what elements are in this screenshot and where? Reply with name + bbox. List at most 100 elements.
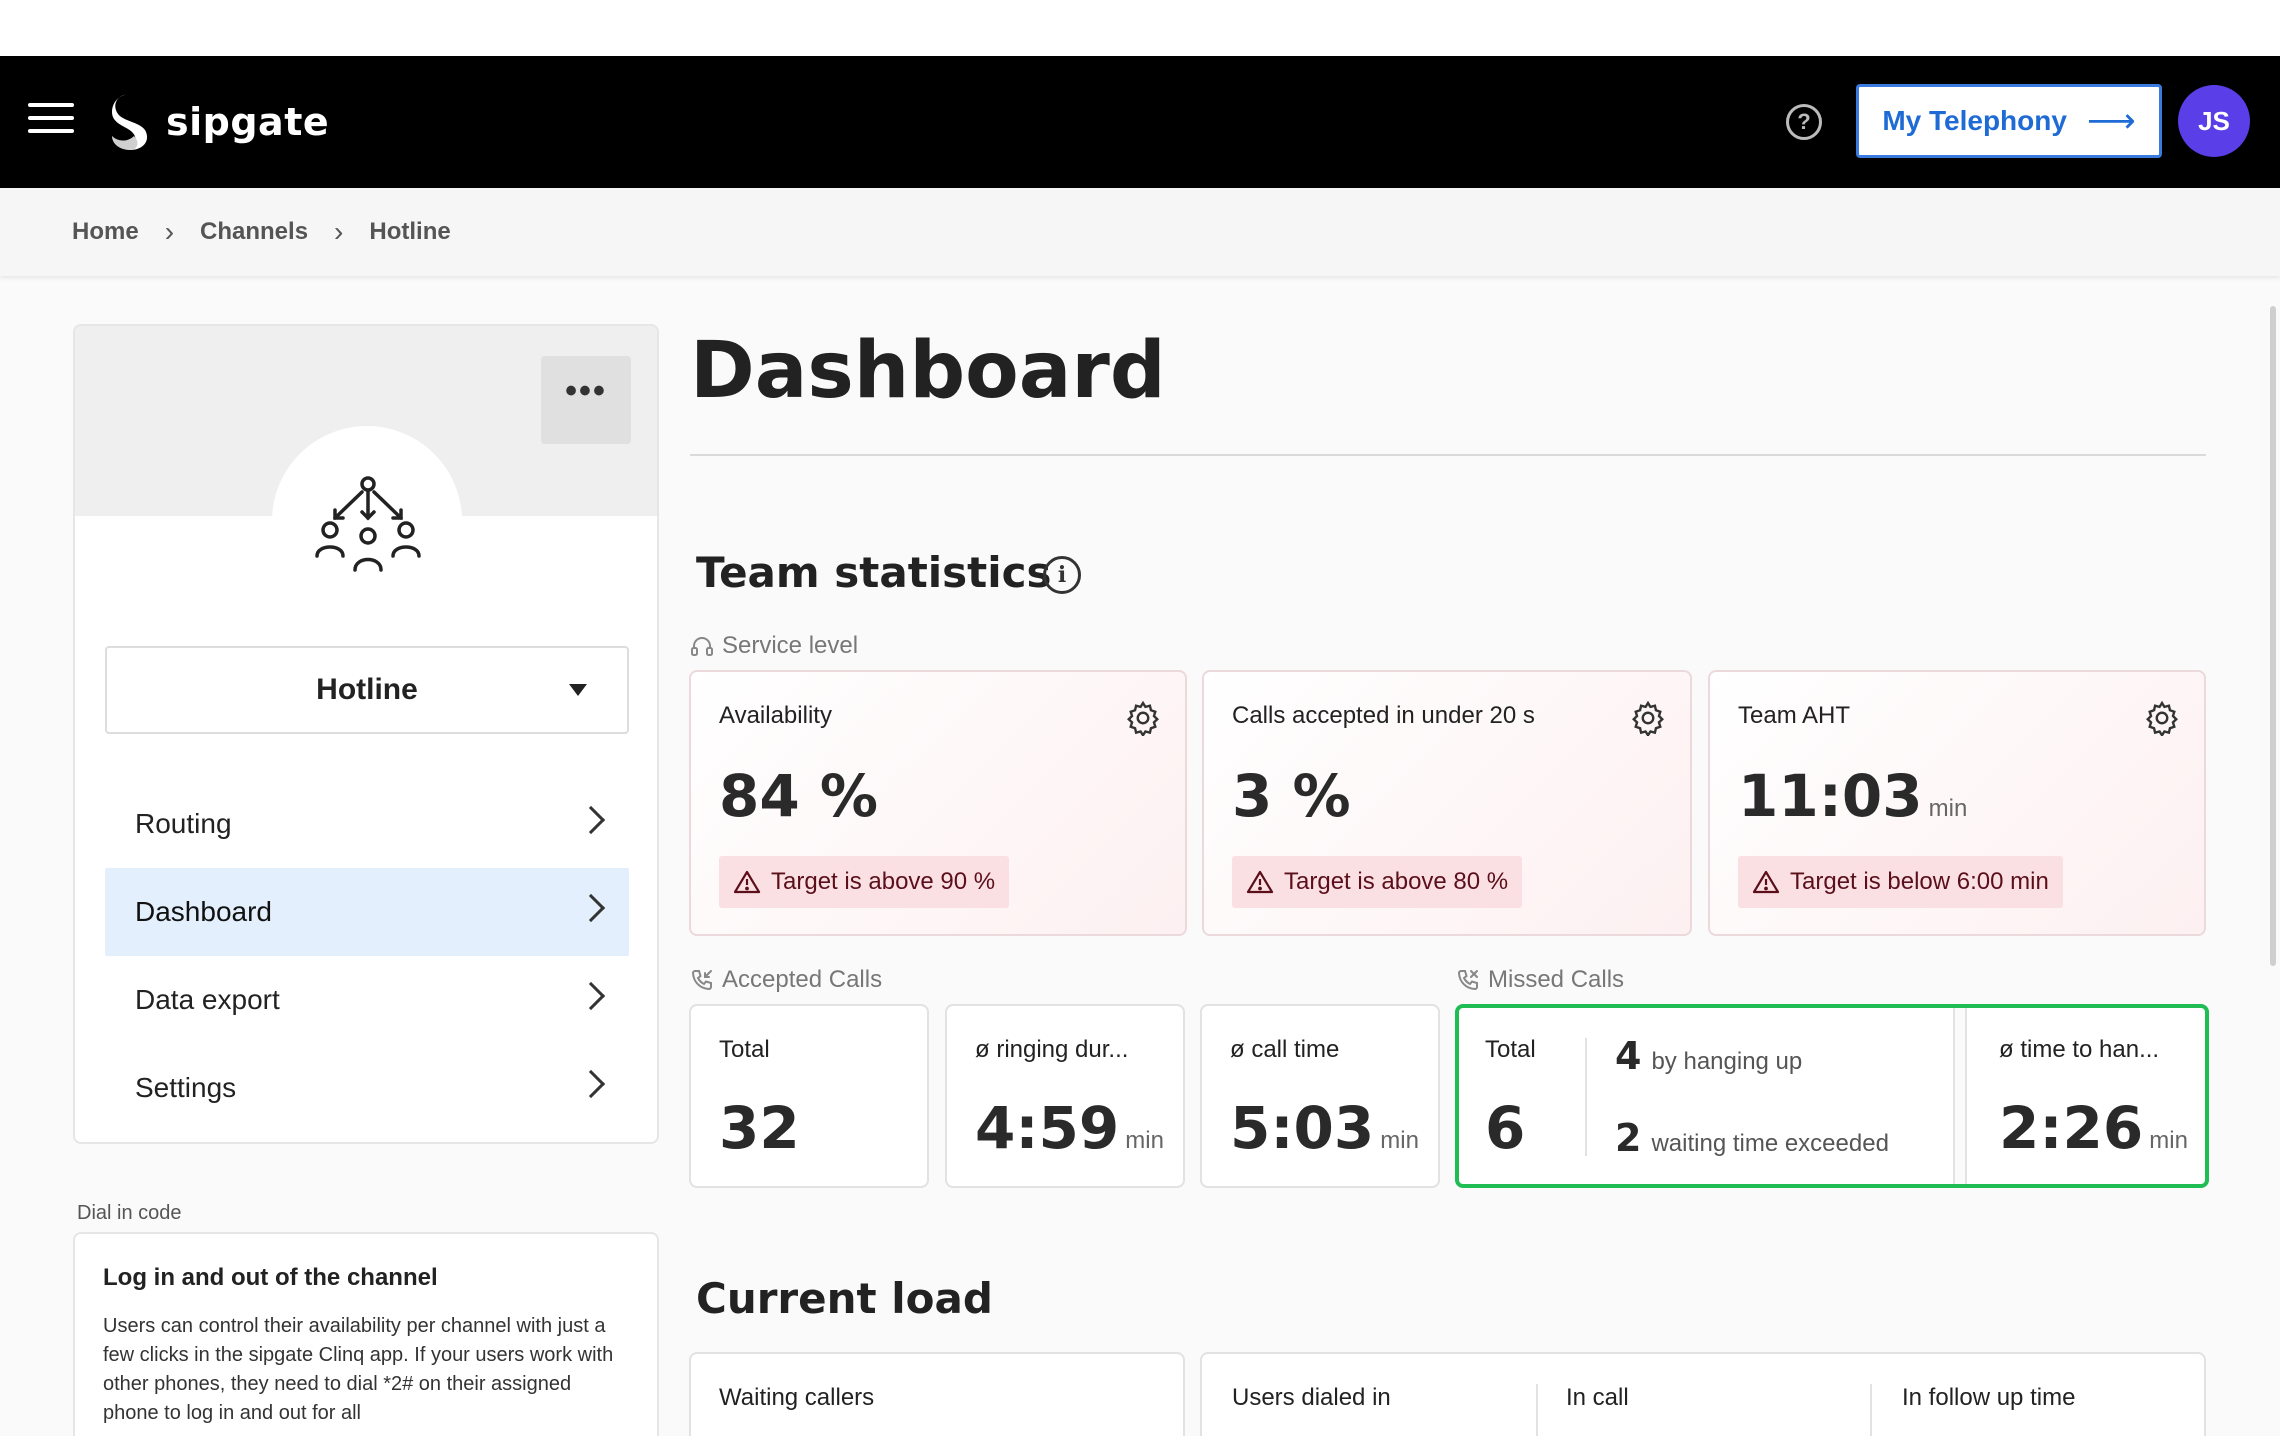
channel-avatar — [272, 426, 462, 616]
chevron-right-icon: › — [334, 216, 344, 247]
app-header: sipgate ? My Telephony ⟶ JS — [0, 56, 2280, 188]
group-label-text: Accepted Calls — [722, 966, 883, 993]
chevron-right-icon: › — [164, 216, 175, 247]
divider — [1953, 1008, 1967, 1184]
warning-badge: Target is below 6:00 min — [1738, 856, 2063, 908]
my-telephony-label: My Telephony — [1882, 105, 2067, 136]
sidebar-item-settings[interactable]: Settings — [105, 1044, 629, 1132]
warning-text: Target is above 90 % — [771, 868, 996, 895]
chevron-right-icon — [576, 1069, 606, 1099]
sidebar-item-label: Dashboard — [135, 896, 272, 927]
calls-accepted-tile: Calls accepted in under 20 s 3 % Target … — [1202, 670, 1692, 936]
sidebar-item-dashboard[interactable]: Dashboard — [105, 868, 629, 956]
dial-in-card: Log in and out of the channel Users can … — [73, 1232, 659, 1436]
current-load-heading: Current load — [696, 1274, 993, 1323]
team-routing-icon — [315, 476, 421, 572]
call-time-value: 5:03 min — [1230, 1094, 1419, 1162]
value-text: 84 % — [719, 762, 879, 830]
gear-icon[interactable] — [1125, 700, 1161, 736]
missed-reason-timeout: 2 waiting time exceeded — [1615, 1116, 1889, 1160]
chevron-right-icon — [576, 805, 606, 835]
breadcrumb: Home › Channels › Hotline — [0, 188, 2280, 276]
channel-select[interactable]: Hotline — [105, 646, 629, 734]
more-options-button[interactable]: ••• — [541, 356, 631, 444]
info-icon[interactable]: i — [1043, 556, 1081, 594]
divider — [690, 454, 2206, 456]
group-label-text: Service level — [722, 632, 859, 659]
chevron-right-icon — [576, 893, 606, 923]
tile-label: Total — [719, 1036, 770, 1063]
user-avatar[interactable]: JS — [2178, 85, 2250, 157]
value-text: 6 — [1485, 1094, 1526, 1162]
tile-label: Calls accepted in under 20 s — [1232, 702, 1535, 729]
headset-icon — [691, 637, 713, 656]
logo[interactable]: sipgate — [108, 92, 329, 152]
top-strip — [0, 0, 2280, 56]
ringing-duration-tile: ø ringing dur... 4:59 min — [945, 1004, 1185, 1188]
divider — [1585, 1038, 1587, 1156]
value-text: 11:03 — [1738, 762, 1923, 830]
sipgate-logo-icon — [112, 94, 148, 150]
calls-accepted-value: 3 % — [1232, 762, 1351, 830]
team-aht-tile: Team AHT 11:03 min Target is below 6:00 m… — [1708, 670, 2206, 936]
sidebar-item-label: Data export — [135, 984, 280, 1015]
menu-icon[interactable] — [28, 103, 74, 141]
tile-label: Waiting callers — [719, 1384, 875, 1411]
reason-count: 4 — [1615, 1034, 1642, 1078]
warning-text: Target is below 6:00 min — [1790, 868, 2049, 895]
sidebar-item-label: Routing — [135, 808, 232, 839]
accepted-total-tile: Total 32 — [689, 1004, 929, 1188]
sidebar-item-routing[interactable]: Routing — [105, 780, 629, 868]
value-text: 4:59 — [975, 1094, 1120, 1162]
warning-icon — [1752, 870, 1780, 894]
availability-value: 84 % — [719, 762, 878, 830]
unit-text: min — [2149, 1127, 2188, 1154]
team-statistics-heading: Team statistics — [696, 548, 1052, 597]
chevron-right-icon — [576, 981, 606, 1011]
group-label-text: Missed Calls — [1488, 966, 1625, 993]
phone-incoming-icon — [691, 970, 712, 991]
unit-text: min — [1125, 1127, 1164, 1154]
tile-label: Team AHT — [1738, 702, 1851, 729]
team-aht-value: 11:03 min — [1738, 762, 1967, 830]
divider — [1536, 1384, 1538, 1436]
breadcrumb-hotline[interactable]: Hotline — [369, 218, 451, 245]
breadcrumb-home[interactable]: Home — [72, 218, 139, 245]
load-column-label: In follow up time — [1902, 1384, 2076, 1411]
arrow-right-icon: ⟶ — [2086, 102, 2136, 140]
warning-badge: Target is above 90 % — [719, 856, 1010, 908]
logo-text: sipgate — [166, 100, 330, 144]
value-text: 32 — [719, 1094, 800, 1162]
channel-select-value: Hotline — [316, 673, 418, 706]
tile-label: Availability — [719, 702, 832, 729]
channel-sidebar: ••• Hotline Routing Dashboard Data expor… — [73, 324, 659, 1144]
call-time-tile: ø call time 5:03 min — [1200, 1004, 1440, 1188]
missed-calls-group: Total 6 4 by hanging up 2 waiting time e… — [1455, 1004, 2209, 1188]
page-title: Dashboard — [690, 326, 1166, 416]
availability-tile: Availability 84 % Target is above 90 % — [689, 670, 1187, 936]
caret-down-icon — [569, 684, 587, 696]
unit-text: min — [1380, 1127, 1419, 1154]
sidebar-item-data-export[interactable]: Data export — [105, 956, 629, 1044]
unit-text: min — [1928, 795, 1968, 822]
missed-reason-hangup: 4 by hanging up — [1615, 1034, 1802, 1078]
sidebar-item-label: Settings — [135, 1072, 237, 1103]
gear-icon[interactable] — [1630, 700, 1666, 736]
users-load-tile: Users dialed in In call In follow up tim… — [1200, 1352, 2206, 1436]
load-column-label: Users dialed in — [1232, 1384, 1391, 1411]
value-text: 3 % — [1232, 762, 1351, 830]
help-icon[interactable]: ? — [1786, 104, 1822, 140]
dial-in-code-label: Dial in code — [77, 1202, 182, 1224]
missed-calls-label: Missed Calls — [1456, 966, 1624, 994]
my-telephony-button[interactable]: My Telephony ⟶ — [1856, 84, 2162, 158]
breadcrumb-channels[interactable]: Channels — [200, 218, 309, 245]
time-to-hangup-value: 2:26 min — [1999, 1094, 2188, 1162]
value-text: 5:03 — [1230, 1094, 1375, 1162]
page-scrollbar[interactable] — [2270, 306, 2276, 966]
ringing-duration-value: 4:59 min — [975, 1094, 1164, 1162]
gear-icon[interactable] — [2144, 700, 2180, 736]
value-text: 2:26 — [1999, 1094, 2144, 1162]
missed-total-value: 6 — [1485, 1094, 1525, 1162]
dial-in-text: Users can control their availability per… — [103, 1315, 614, 1424]
warning-icon — [1246, 870, 1274, 894]
